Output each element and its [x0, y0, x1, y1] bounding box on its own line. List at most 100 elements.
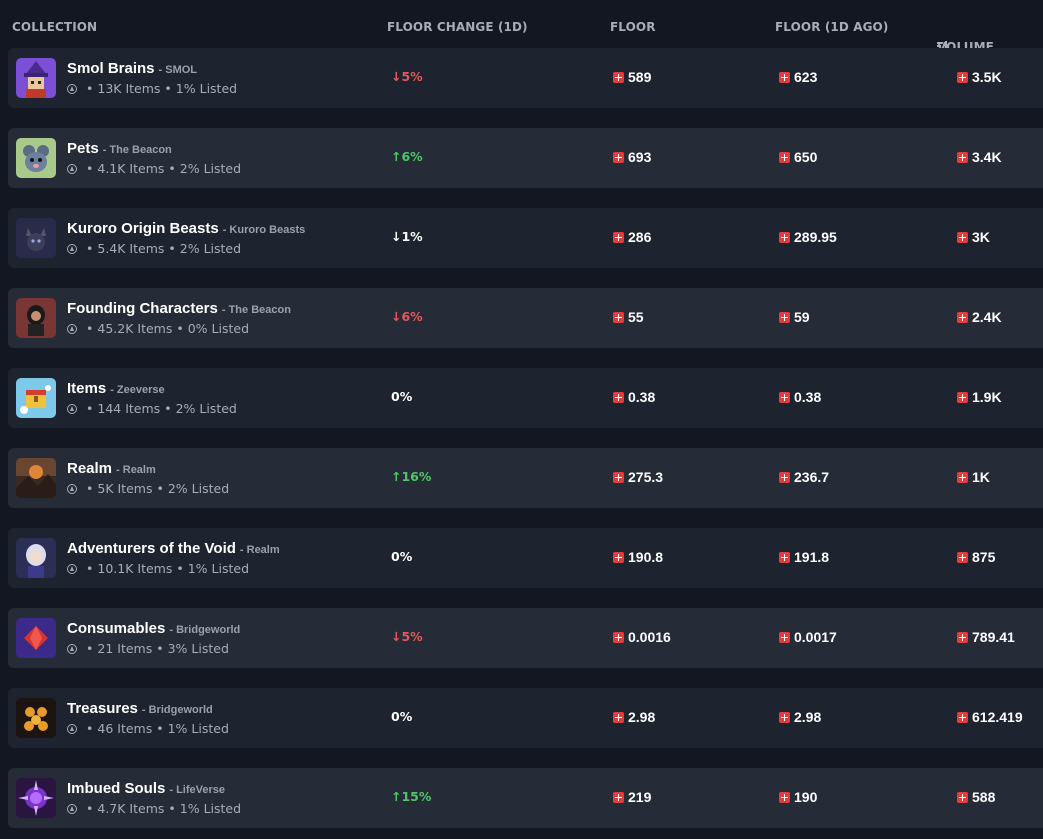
magic-token-icon	[613, 711, 624, 723]
listed-percent: 1% Listed	[167, 721, 229, 736]
item-count: 46 Items	[97, 721, 153, 736]
collection-name[interactable]: Consumables	[67, 620, 166, 637]
collection-row-9[interactable]: Treasures - Bridgeworld • 46 Items • 1% L…	[8, 688, 1043, 748]
separator-dot: •	[176, 321, 184, 336]
separator-dot: •	[86, 721, 94, 736]
magic-token-icon	[613, 391, 624, 403]
floor-price: 275.3	[613, 469, 663, 485]
collection-creator: - LifeVerse	[169, 784, 225, 796]
floor-change: ↓1%	[391, 229, 423, 244]
collection-title: Consumables - Bridgeworld	[67, 618, 240, 637]
item-count: 13K Items	[97, 81, 161, 96]
listed-percent: 0% Listed	[187, 321, 250, 336]
magic-token-icon	[779, 711, 790, 723]
wizard-avatar-thumbnail	[16, 58, 56, 98]
realm-landscape-thumbnail	[16, 458, 56, 498]
collection-row-7[interactable]: Adventurers of the Void - Realm • 10.1K I…	[8, 528, 1043, 588]
item-count: 4.1K Items	[97, 161, 165, 176]
header-floor[interactable]: FLOOR	[610, 20, 656, 34]
arbitrum-chain-icon	[67, 803, 77, 814]
header-floor-change[interactable]: FLOOR CHANGE (1D)	[387, 20, 528, 34]
magic-token-icon	[957, 551, 968, 563]
collection-stats: • 10.1K Items • 1% Listed	[67, 561, 249, 576]
magic-token-icon	[779, 231, 790, 243]
floor-change: ↓5%	[391, 629, 423, 644]
collection-row-10[interactable]: Imbued Souls - LifeVerse • 4.7K Items • 1…	[8, 768, 1043, 828]
magic-token-icon	[613, 71, 624, 83]
magic-token-icon	[779, 311, 790, 323]
collection-row-5[interactable]: Items - Zeeverse • 144 Items • 2% Listed …	[8, 368, 1043, 428]
collection-name[interactable]: Realm	[67, 460, 113, 477]
floor-change: ↓6%	[391, 309, 423, 324]
listed-percent: 2% Listed	[175, 401, 237, 416]
collection-name[interactable]: Adventurers of the Void	[67, 540, 236, 557]
magic-token-icon	[957, 791, 968, 803]
collection-title: Treasures - Bridgeworld	[67, 698, 213, 717]
listed-percent: 1% Listed	[175, 81, 238, 96]
floor-price: 693	[613, 149, 651, 165]
collection-stats: • 4.7K Items • 1% Listed	[67, 801, 241, 816]
floor-price: 2.98	[613, 709, 655, 725]
listed-percent: 1% Listed	[179, 801, 242, 816]
item-count: 10.1K Items	[97, 561, 173, 576]
floor-change: ↓5%	[391, 69, 423, 84]
separator-dot: •	[86, 401, 94, 416]
collection-row-1[interactable]: Smol Brains - SMOL • 13K Items • 1% Liste…	[8, 48, 1043, 108]
collection-name[interactable]: Treasures	[67, 700, 138, 717]
collection-row-8[interactable]: Consumables - Bridgeworld • 21 Items • 3%…	[8, 608, 1043, 668]
floor-change: 0%	[391, 549, 413, 564]
volume-1d: 3K	[957, 229, 990, 245]
separator-dot: •	[86, 801, 94, 816]
listed-percent: 2% Listed	[167, 481, 230, 496]
item-count: 144 Items	[97, 401, 161, 416]
separator-dot: •	[176, 561, 184, 576]
separator-dot: •	[86, 641, 94, 656]
collection-creator: - Bridgeworld	[141, 704, 213, 716]
volume-1d: 3.4K	[957, 149, 1002, 165]
item-count: 5.4K Items	[97, 241, 165, 256]
item-count: 5K Items	[97, 481, 153, 496]
collection-name[interactable]: Pets	[67, 140, 99, 157]
volume-1d: 1K	[957, 469, 990, 485]
separator-dot: •	[156, 641, 164, 656]
magic-token-icon	[957, 231, 968, 243]
separator-dot: •	[164, 81, 172, 96]
collection-name[interactable]: Kuroro Origin Beasts	[67, 220, 219, 237]
collection-name[interactable]: Founding Characters	[67, 300, 218, 317]
arbitrum-chain-icon	[67, 163, 77, 174]
volume-1d: 588	[957, 789, 995, 805]
separator-dot: •	[156, 481, 164, 496]
magic-token-icon	[957, 631, 968, 643]
magic-token-icon	[779, 631, 790, 643]
arbitrum-chain-icon	[67, 323, 77, 334]
header-floor-1d-ago[interactable]: FLOOR (1D AGO)	[775, 20, 889, 34]
floor-1d-ago-price: 236.7	[779, 469, 829, 485]
separator-dot: •	[164, 401, 172, 416]
collection-title: Realm - Realm	[67, 458, 156, 477]
floor-1d-ago-price: 190	[779, 789, 817, 805]
collection-row-4[interactable]: Founding Characters - The Beacon • 45.2K …	[8, 288, 1043, 348]
collection-name[interactable]: Smol Brains	[67, 60, 155, 77]
collection-row-3[interactable]: Kuroro Origin Beasts - Kuroro Beasts • 5.…	[8, 208, 1043, 268]
header-collection[interactable]: COLLECTION	[12, 20, 98, 34]
magic-token-icon	[957, 711, 968, 723]
collection-creator: - Realm	[116, 464, 156, 476]
collection-title: Pets - The Beacon	[67, 138, 172, 157]
magic-token-icon	[613, 791, 624, 803]
volume-1d: 2.4K	[957, 309, 1002, 325]
collection-stats: • 144 Items • 2% Listed	[67, 401, 237, 416]
collection-row-6[interactable]: Realm - Realm • 5K Items • 2% Listed ↑16%…	[8, 448, 1043, 508]
collection-name[interactable]: Imbued Souls	[67, 780, 166, 797]
floor-1d-ago-price: 650	[779, 149, 817, 165]
collection-title: Kuroro Origin Beasts - Kuroro Beasts	[67, 218, 305, 237]
listed-percent: 3% Listed	[167, 641, 229, 656]
arbitrum-chain-icon	[67, 243, 77, 254]
collection-creator: - Realm	[239, 544, 280, 556]
separator-dot: •	[168, 241, 176, 256]
collection-name[interactable]: Items	[67, 380, 107, 397]
magic-token-icon	[613, 471, 624, 483]
floor-1d-ago-price: 191.8	[779, 549, 829, 565]
collection-row-2[interactable]: Pets - The Beacon • 4.1K Items • 2% Liste…	[8, 128, 1043, 188]
floor-price: 589	[613, 69, 651, 85]
floor-price: 219	[613, 789, 651, 805]
